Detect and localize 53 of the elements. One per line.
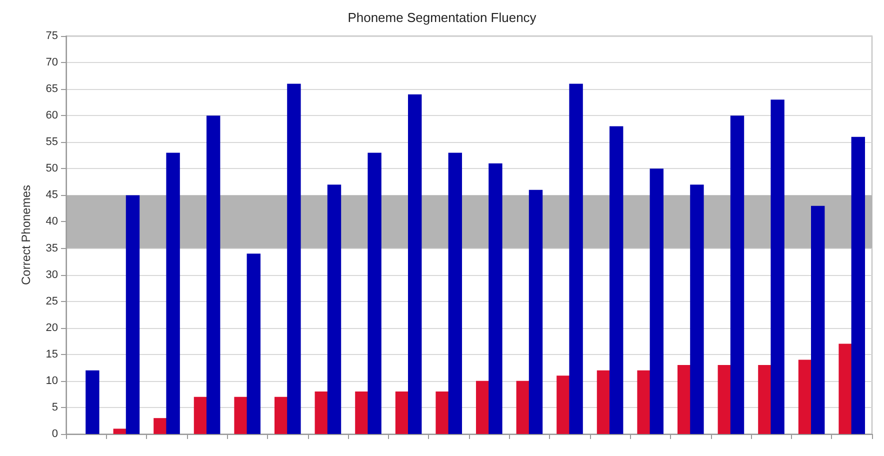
y-tick-label: 15 [46,348,58,360]
bar [528,190,543,434]
bar [650,168,664,434]
bar [126,195,140,434]
chart-title: Phoneme Segmentation Fluency [348,10,537,25]
bar [86,370,100,434]
y-tick-label: 0 [52,428,58,440]
bar [166,152,180,434]
bar [408,94,422,434]
bar [637,370,651,434]
bar [206,116,220,434]
bar [851,136,866,434]
y-tick-label: 20 [46,322,58,334]
bar [327,184,342,434]
bar [113,428,127,434]
bar [194,396,208,434]
y-tick-label: 70 [46,56,58,69]
bar [395,392,410,434]
y-tick-label: 10 [46,374,58,387]
bar [569,84,583,434]
bar [448,152,462,434]
bar [718,365,732,434]
bar [798,360,812,434]
y-tick-label: 35 [46,242,58,254]
y-tick-label: 60 [46,110,58,122]
bar [596,370,611,434]
bar [838,344,852,434]
y-tick-label: 50 [46,162,58,175]
y-axis-title: Correct Phonemes [19,184,33,286]
bar [811,206,825,434]
bar [610,126,624,434]
bar [476,380,490,434]
y-tick-label: 25 [46,295,58,308]
y-tick-label: 65 [46,83,58,96]
bar [488,163,502,434]
y-tick-label: 55 [46,136,58,148]
y-tick-label: 75 [46,30,58,42]
bar [246,254,261,434]
bar [770,100,784,434]
bar [436,392,450,434]
bar [314,392,328,434]
bar [730,116,744,434]
bar [690,184,704,434]
bar [677,365,692,434]
bar [516,380,530,434]
bar [274,396,288,434]
bar [368,152,382,434]
y-tick-label: 45 [46,189,58,202]
y-tick-label: 30 [46,268,58,281]
bar [234,396,248,434]
y-tick-label: 40 [46,216,58,228]
bar [287,84,301,434]
y-tick-label: 5 [52,401,58,414]
